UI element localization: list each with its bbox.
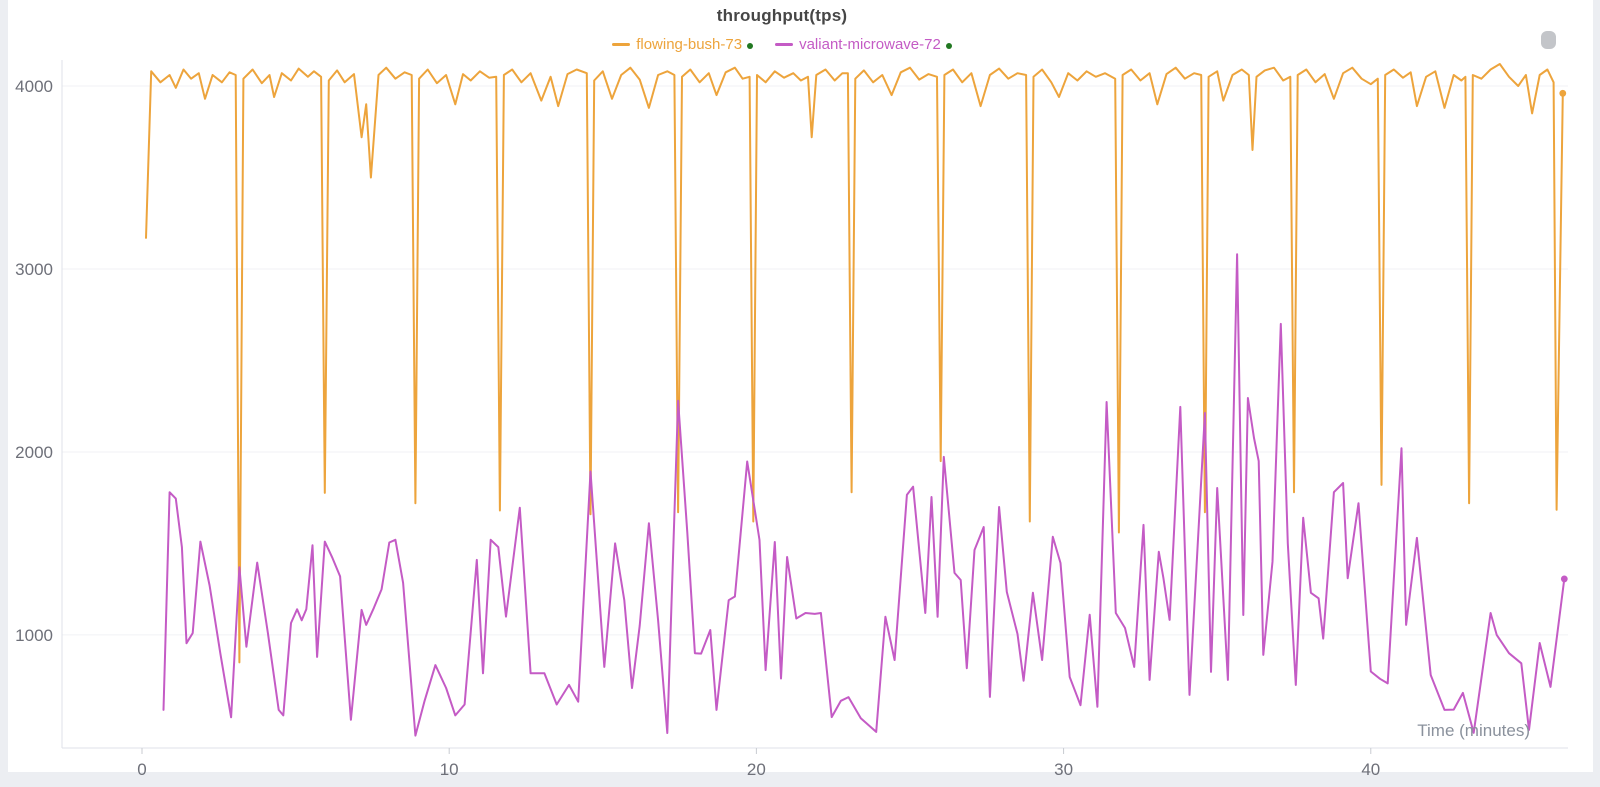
x-axis-label: 10: [440, 760, 459, 779]
chart-canvas: [8, 0, 1593, 772]
legend: flowing-bush-73 valiant-microwave-72: [0, 36, 1564, 53]
legend-item-valiant-microwave-72[interactable]: valiant-microwave-72: [775, 36, 952, 53]
x-axis-title: Time (minutes): [1417, 721, 1530, 740]
x-axis-label: 40: [1361, 760, 1380, 779]
status-dot-icon: [945, 42, 952, 49]
series-end-dot-flowing-bush-73: [1559, 89, 1567, 97]
y-axis-label: 3000: [15, 260, 53, 279]
y-axis-label: 4000: [15, 77, 53, 96]
line-dash-icon: [612, 43, 631, 46]
x-axis-label: 20: [747, 760, 766, 779]
chart-title: throughput(tps): [716, 6, 848, 25]
series-end-dot-valiant-microwave-72: [1560, 575, 1568, 583]
x-axis-label: 30: [1054, 760, 1073, 779]
series-line-valiant-microwave-72: [162, 253, 1566, 737]
y-axis-label: 2000: [15, 443, 53, 462]
x-axis-label: 0: [137, 760, 146, 779]
legend-label: flowing-bush-73: [636, 36, 743, 53]
series-line-flowing-bush-73: [145, 63, 1564, 664]
line-dash-icon: [775, 43, 794, 46]
status-dot-icon: [747, 42, 754, 49]
legend-item-flowing-bush-73[interactable]: flowing-bush-73: [612, 36, 754, 53]
scrollbar-thumb[interactable]: [1541, 31, 1556, 49]
y-axis-label: 1000: [15, 626, 53, 645]
legend-label: valiant-microwave-72: [799, 36, 941, 53]
